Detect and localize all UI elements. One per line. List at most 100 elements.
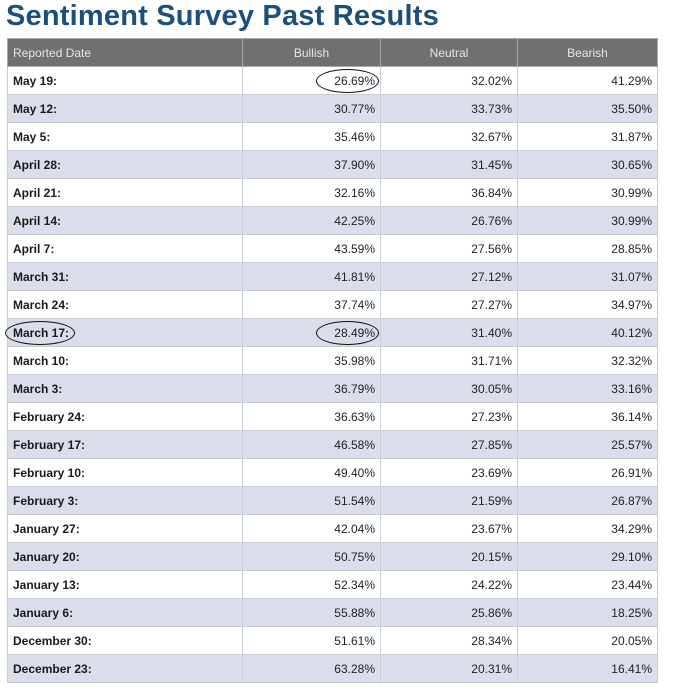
neutral-cell: 32.02% — [380, 66, 518, 95]
bearish-cell: 40.12% — [517, 318, 658, 347]
bearish-cell-text: 40.12% — [611, 325, 652, 340]
bullish-cell-text: 41.81% — [334, 269, 375, 284]
neutral-cell: 25.86% — [380, 598, 518, 627]
bullish-cell-text: 49.40% — [334, 465, 375, 480]
bearish-cell-text: 26.91% — [611, 465, 652, 480]
bearish-cell: 29.10% — [517, 542, 658, 571]
table-row: March 17: 28.49% 31.40% 40.12% — [5, 318, 658, 347]
table-row: December 23: 63.28% 20.31% 16.41% — [7, 654, 658, 683]
bearish-cell: 26.87% — [517, 486, 658, 515]
table-row: March 3: 36.79% 30.05% 33.16% — [7, 374, 658, 403]
bearish-cell-text: 31.07% — [611, 269, 652, 284]
bearish-cell: 32.32% — [517, 346, 658, 375]
bearish-cell-text: 23.44% — [611, 577, 652, 592]
neutral-cell: 27.27% — [380, 290, 518, 319]
reported-date-cell: February 24: — [7, 402, 243, 431]
neutral-cell-text: 26.76% — [471, 213, 512, 228]
neutral-cell-text: 31.71% — [471, 353, 512, 368]
reported-date-cell-text: December 23: — [13, 661, 92, 676]
bullish-cell-text: 50.75% — [334, 549, 375, 564]
column-header-neutral[interactable]: Neutral — [380, 38, 518, 67]
bearish-cell-text: 16.41% — [611, 661, 652, 676]
reported-date-cell-text: May 12: — [13, 101, 58, 116]
bearish-cell-text: 18.25% — [611, 605, 652, 620]
bullish-cell: 42.25% — [242, 206, 381, 235]
bullish-cell: 41.81% — [242, 262, 381, 291]
bearish-cell: 41.29% — [517, 66, 658, 95]
table-row: February 17: 46.58% 27.85% 25.57% — [7, 430, 658, 459]
table-row: May 5: 35.46% 32.67% 31.87% — [7, 122, 658, 151]
neutral-cell: 26.76% — [380, 206, 518, 235]
bullish-cell: 37.74% — [242, 290, 381, 319]
reported-date-cell: January 20: — [7, 542, 243, 571]
table-row: January 27: 42.04% 23.67% 34.29% — [7, 514, 658, 543]
reported-date-cell: May 12: — [7, 94, 243, 123]
neutral-cell-text: 20.15% — [471, 549, 512, 564]
reported-date-cell-text: February 10: — [13, 465, 86, 480]
column-header-reported-date[interactable]: Reported Date — [7, 38, 243, 67]
bullish-cell-text: 35.98% — [334, 353, 375, 368]
column-header-bullish[interactable]: Bullish — [242, 38, 381, 67]
bearish-cell: 31.87% — [517, 122, 658, 151]
reported-date-cell: March 31: — [7, 262, 243, 291]
bullish-cell-text: 42.25% — [334, 213, 375, 228]
bullish-cell: 36.79% — [242, 374, 381, 403]
bearish-cell: 18.25% — [517, 598, 658, 627]
table-row: February 3: 51.54% 21.59% 26.87% — [7, 486, 658, 515]
bullish-cell: 51.61% — [242, 626, 381, 655]
neutral-cell-text: 27.12% — [471, 269, 512, 284]
table-row: February 10: 49.40% 23.69% 26.91% — [7, 458, 658, 487]
reported-date-cell-text: April 21: — [13, 185, 62, 200]
reported-date-cell-text: May 5: — [13, 129, 51, 144]
column-header-bearish[interactable]: Bearish — [517, 38, 658, 67]
bearish-cell: 31.07% — [517, 262, 658, 291]
bearish-cell-text: 28.85% — [611, 241, 652, 256]
bearish-cell: 16.41% — [517, 654, 658, 683]
bearish-cell-text: 30.99% — [611, 185, 652, 200]
page-title: Sentiment Survey Past Results — [6, 0, 439, 32]
bearish-cell-text: 31.87% — [611, 129, 652, 144]
reported-date-cell-text: January 6: — [13, 605, 74, 620]
bullish-cell: 52.34% — [242, 570, 381, 599]
neutral-cell: 33.73% — [380, 94, 518, 123]
neutral-cell: 32.67% — [380, 122, 518, 151]
bullish-cell-text: 46.58% — [334, 437, 375, 452]
hand-drawn-circle-annotation — [316, 320, 379, 345]
table-row: January 6: 55.88% 25.86% 18.25% — [7, 598, 658, 627]
neutral-cell-text: 27.23% — [471, 409, 512, 424]
bearish-cell-text: 41.29% — [611, 73, 652, 88]
bullish-cell: 30.77% — [242, 94, 381, 123]
bullish-cell: 51.54% — [242, 486, 381, 515]
bearish-cell: 34.97% — [517, 290, 658, 319]
bearish-cell-text: 34.97% — [611, 297, 652, 312]
bearish-cell-text: 36.14% — [611, 409, 652, 424]
bearish-cell-text: 32.32% — [611, 353, 652, 368]
bullish-cell-text: 35.46% — [334, 129, 375, 144]
bullish-cell-text: 37.90% — [334, 157, 375, 172]
bullish-cell-text: 28.49% — [316, 320, 379, 345]
neutral-cell-text: 30.05% — [471, 381, 512, 396]
bullish-cell: 36.63% — [242, 402, 381, 431]
table-header-row: Reported Date Bullish Neutral Bearish — [7, 38, 658, 67]
bullish-cell: 42.04% — [242, 514, 381, 543]
neutral-cell: 36.84% — [380, 178, 518, 207]
neutral-cell: 20.15% — [380, 542, 518, 571]
bearish-cell: 35.50% — [517, 94, 658, 123]
reported-date-cell-text: December 30: — [13, 633, 92, 648]
table-row: January 20: 50.75% 20.15% 29.10% — [7, 542, 658, 571]
hand-drawn-circle-annotation — [316, 68, 379, 93]
table-row: April 14: 42.25% 26.76% 30.99% — [7, 206, 658, 235]
bearish-cell-text: 34.29% — [611, 521, 652, 536]
reported-date-cell-text: January 13: — [13, 577, 80, 592]
neutral-cell-text: 32.02% — [471, 73, 512, 88]
table-row: December 30: 51.61% 28.34% 20.05% — [7, 626, 658, 655]
neutral-cell: 23.67% — [380, 514, 518, 543]
neutral-cell-text: 36.84% — [471, 185, 512, 200]
reported-date-cell: March 10: — [7, 346, 243, 375]
bearish-cell: 30.99% — [517, 206, 658, 235]
neutral-cell-text: 27.85% — [471, 437, 512, 452]
bearish-cell-text: 20.05% — [611, 633, 652, 648]
bullish-cell-text: 37.74% — [334, 297, 375, 312]
reported-date-cell-text: January 20: — [13, 549, 80, 564]
neutral-cell-text: 33.73% — [471, 101, 512, 116]
